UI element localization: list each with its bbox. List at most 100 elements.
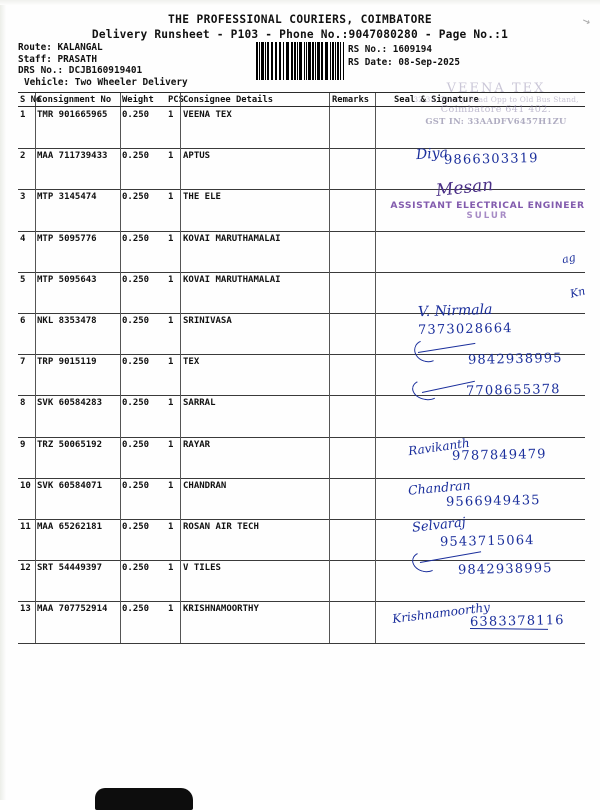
column-header-consignment-no: Consignment No bbox=[37, 94, 112, 105]
table-column-divider bbox=[180, 477, 181, 519]
table-column-divider bbox=[180, 107, 181, 149]
table-column-divider bbox=[120, 436, 121, 478]
row11-phone-number: 9543715064 bbox=[439, 533, 535, 550]
row9-phone-number: 9787849479 bbox=[451, 447, 547, 464]
table-rule bbox=[18, 271, 585, 273]
table-column-divider bbox=[120, 395, 121, 437]
barcode bbox=[256, 42, 344, 80]
cell-consignment-no: SRT 54449397 bbox=[37, 563, 103, 574]
table-column-divider bbox=[35, 436, 36, 478]
table-column-divider bbox=[375, 148, 376, 190]
cell-consignment-no: TMR 901665965 bbox=[37, 110, 108, 120]
table-column-divider bbox=[180, 601, 181, 643]
table-column-divider bbox=[120, 477, 121, 519]
table-column-divider bbox=[120, 230, 121, 272]
table-column-divider bbox=[180, 519, 181, 561]
veena-stamp-line2: 32,33, Trichy Road Opp to Old Bus Stand, bbox=[413, 94, 579, 104]
cell-weight: 0.250 bbox=[122, 110, 150, 120]
cell-consignee: APTUS bbox=[183, 151, 211, 162]
table-rule bbox=[18, 601, 585, 603]
cell-sno: 6 bbox=[20, 316, 26, 326]
table-column-divider bbox=[180, 313, 181, 355]
cell-consignee: KRISHNAMOORTHY bbox=[183, 604, 259, 615]
table-column-divider bbox=[120, 189, 121, 231]
row7-phone-number: 9842938995 bbox=[467, 351, 563, 368]
cell-consignment-no: MTP 5095643 bbox=[37, 274, 97, 285]
veena-stamp-line1: VEENA TEX bbox=[446, 81, 546, 96]
cell-sno: 11 bbox=[20, 522, 31, 532]
cell-weight: 0.250 bbox=[122, 398, 150, 409]
table-column-divider bbox=[375, 313, 376, 355]
cell-weight: 0.250 bbox=[122, 522, 150, 532]
scan-edge-top bbox=[0, 0, 600, 5]
route-label: Route: KALANGAL bbox=[18, 42, 103, 53]
scan-artifact-blob bbox=[95, 788, 193, 810]
cell-weight: 0.250 bbox=[122, 192, 150, 203]
assistant-engineer-stamp: ASSISTANT ELECTRICAL ENGINEER SULUR bbox=[380, 200, 595, 222]
cell-sno: 2 bbox=[20, 151, 26, 162]
table-rule bbox=[18, 106, 585, 107]
veena-stamp-line3: Coimbatore 641 402. bbox=[440, 104, 552, 115]
cell-consignment-no: MAA 707752914 bbox=[37, 604, 108, 615]
table-column-divider bbox=[329, 601, 330, 643]
cell-consignee: TEX bbox=[183, 357, 200, 368]
table-column-divider bbox=[35, 354, 36, 396]
cell-consignee: VEENA TEX bbox=[183, 110, 232, 120]
staff-label: Staff: PRASATH bbox=[18, 53, 98, 65]
cell-consignment-no: SVK 60584283 bbox=[37, 398, 103, 409]
cell-sno: 4 bbox=[20, 233, 26, 244]
table-column-divider bbox=[120, 519, 121, 561]
cell-consignee: THE ELE bbox=[183, 192, 221, 203]
cell-consignee: SARRAL bbox=[183, 398, 216, 409]
cell-sno: 9 bbox=[20, 439, 26, 450]
table-column-divider bbox=[329, 395, 330, 437]
cell-consignee: V TILES bbox=[183, 563, 221, 574]
cell-weight: 0.250 bbox=[122, 563, 150, 574]
cell-sno: 12 bbox=[20, 563, 31, 574]
cell-sno: 1 bbox=[20, 110, 26, 120]
cell-weight: 0.250 bbox=[122, 357, 150, 368]
cell-consignment-no: MTP 3145474 bbox=[37, 192, 97, 203]
table-column-divider bbox=[180, 271, 181, 313]
cell-weight: 0.250 bbox=[122, 316, 150, 326]
table-column-divider bbox=[180, 354, 181, 396]
table-column-divider bbox=[329, 477, 330, 519]
cell-pcs: 1 bbox=[168, 274, 174, 285]
ae-stamp-signature: Mesan bbox=[435, 175, 495, 201]
cell-consignment-no: NKL 8353478 bbox=[37, 316, 97, 326]
table-column-divider bbox=[35, 395, 36, 437]
table-column-divider bbox=[375, 560, 376, 602]
table-column-divider bbox=[35, 148, 36, 190]
column-header-consignee-details: Consignee Details bbox=[183, 94, 274, 105]
header-right-block: RS No.: 1609194 RS Date: 08-Sep-2025 bbox=[348, 44, 460, 69]
cell-sno: 8 bbox=[20, 398, 26, 409]
table-column-divider bbox=[120, 107, 121, 149]
table-column-divider bbox=[375, 436, 376, 478]
table-column-divider bbox=[375, 477, 376, 519]
cell-sno: 5 bbox=[20, 274, 26, 285]
table-column-divider bbox=[375, 93, 376, 106]
scan-edge-left bbox=[0, 0, 6, 800]
cell-weight: 0.250 bbox=[122, 480, 150, 491]
table-column-divider bbox=[375, 230, 376, 272]
table-column-divider bbox=[329, 560, 330, 602]
table-column-divider bbox=[180, 395, 181, 437]
veena-tex-stamp: VEENA TEX 32,33, Trichy Road Opp to Old … bbox=[398, 81, 594, 126]
cell-consignee: SRINIVASA bbox=[183, 316, 232, 326]
table-rule bbox=[18, 477, 585, 479]
cell-pcs: 1 bbox=[168, 604, 174, 615]
table-rule bbox=[18, 148, 585, 150]
page-subtitle: Delivery Runsheet - P103 - Phone No.:904… bbox=[91, 28, 509, 41]
row8-phone-number: 7708655378 bbox=[465, 382, 561, 399]
cell-pcs: 1 bbox=[168, 192, 174, 203]
table-rule bbox=[18, 560, 585, 562]
table-rule bbox=[18, 189, 585, 191]
cell-weight: 0.250 bbox=[122, 233, 150, 244]
table-column-divider bbox=[375, 395, 376, 437]
table-column-divider bbox=[329, 354, 330, 396]
table-rule bbox=[18, 519, 585, 520]
table-column-divider bbox=[375, 189, 376, 231]
table-column-divider bbox=[35, 560, 36, 602]
cell-pcs: 1 bbox=[168, 151, 174, 162]
